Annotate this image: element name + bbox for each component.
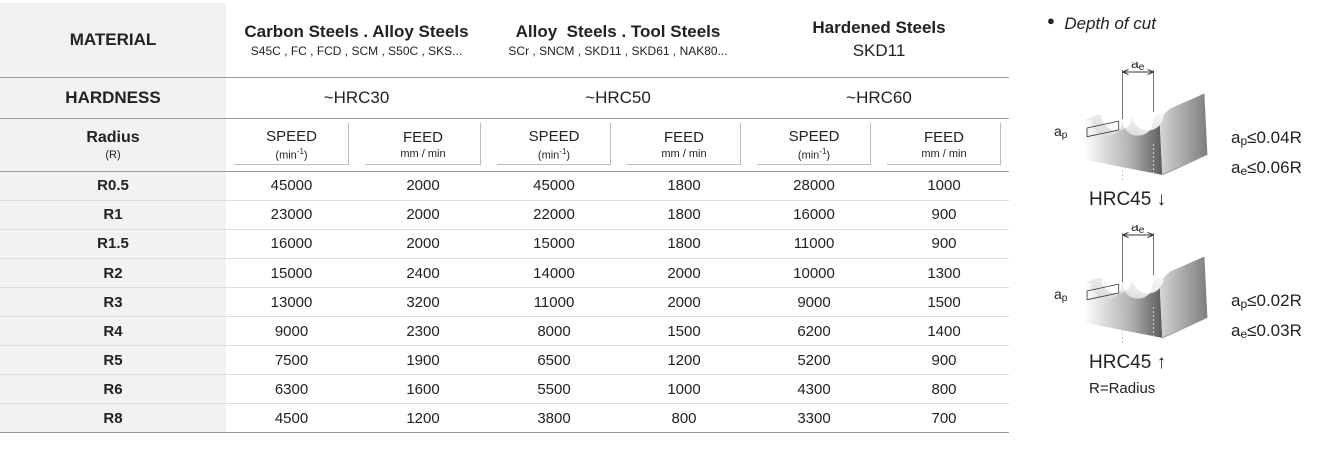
svg-text:ae: ae <box>1131 225 1145 236</box>
svg-text:ap: ap <box>1054 123 1068 141</box>
svg-text:ap: ap <box>1054 286 1068 304</box>
svg-text:ae: ae <box>1131 62 1145 73</box>
